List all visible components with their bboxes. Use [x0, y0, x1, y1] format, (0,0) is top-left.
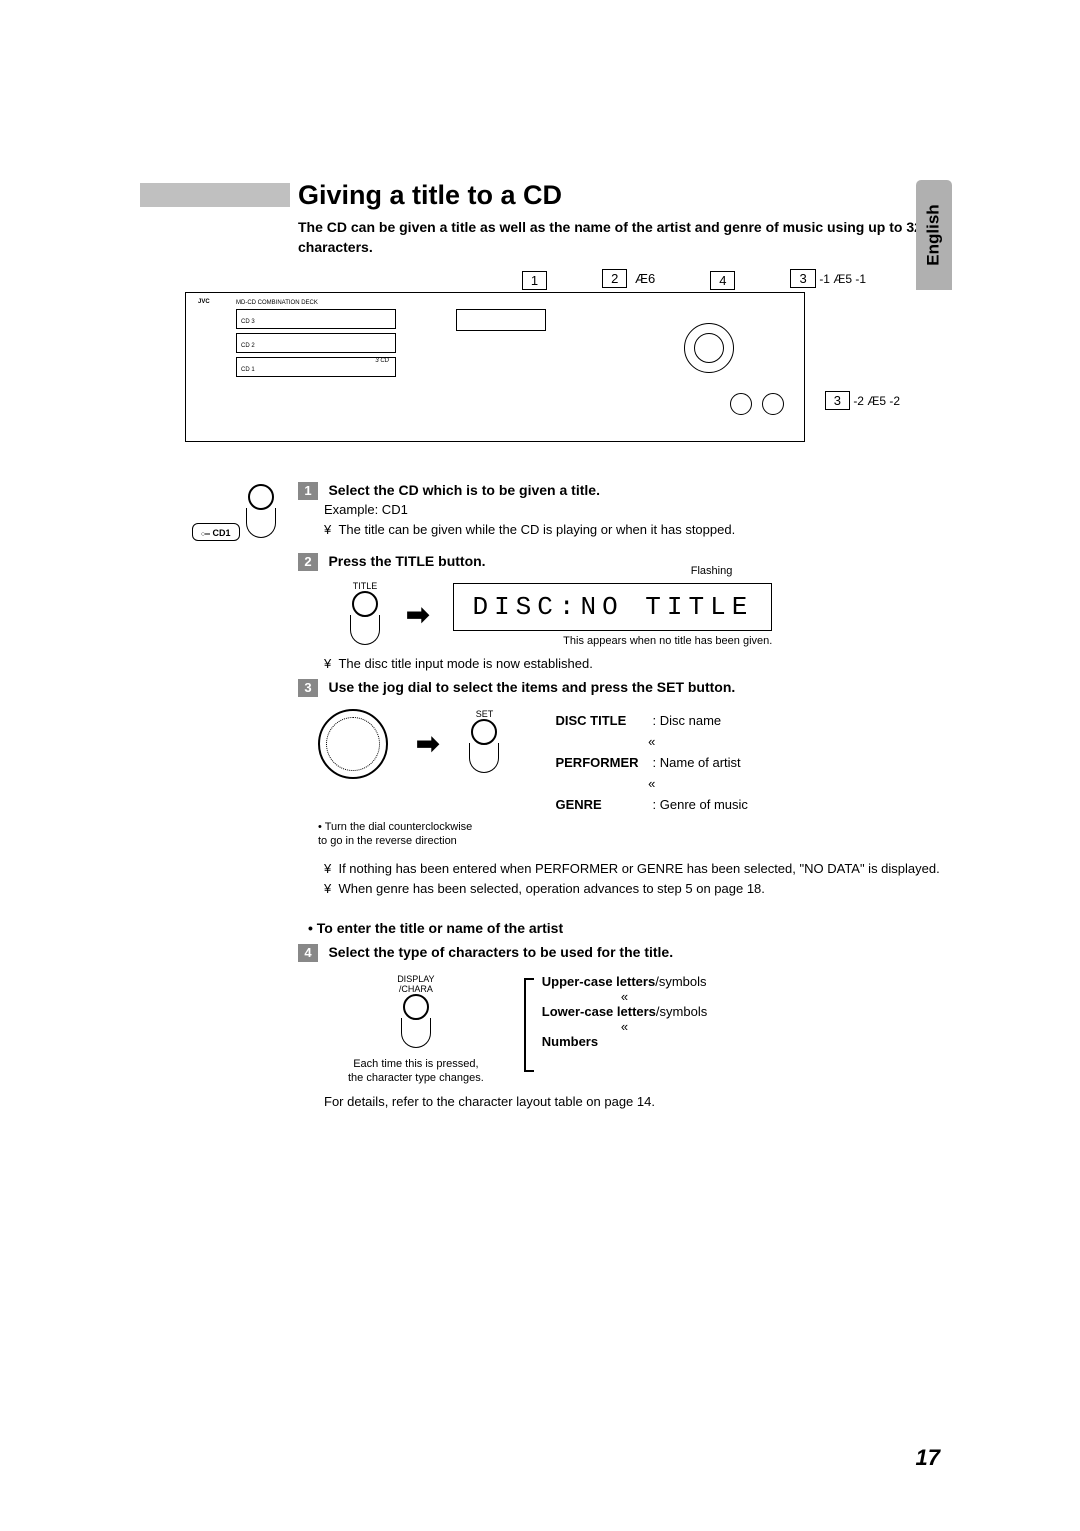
lower-sym: /symbols [656, 1004, 707, 1019]
performer-lbl: PERFORMER [549, 753, 644, 772]
char-type-list: Upper-case letters/symbols « Lower-case … [524, 974, 707, 1072]
intro-text: The CD can be given a title as well as t… [298, 218, 940, 257]
step-3: 3 Use the jog dial to select the items a… [140, 679, 940, 900]
disc-title-val: : Disc name [647, 711, 754, 730]
display-text: DISC:NO TITLE [472, 592, 753, 622]
callout-4: 4 [710, 271, 735, 290]
turn-note: • Turn the dial counterclockwise to go i… [318, 820, 940, 849]
step-2: 2 Press the TITLE button. TITLE ➡ Flashi… [140, 553, 940, 675]
press-note: Each time this is pressed, the character… [348, 1057, 484, 1086]
disc-title-lbl: DISC TITLE [549, 711, 644, 730]
callout-3b-sub: -2 Æ5 -2 [853, 394, 900, 408]
callout-1: 1 [522, 271, 547, 290]
upper-label: Upper-case letters [542, 974, 655, 989]
step2-num: 2 [298, 553, 318, 571]
char-arrow: « [542, 989, 707, 1004]
step1-num: 1 [298, 482, 318, 500]
sub-heading-row: • To enter the title or name of the arti… [140, 912, 940, 942]
item-arrow: « [549, 774, 753, 793]
callout-3a-sub: -1 Æ5 -1 [819, 272, 866, 286]
title-gray-block [140, 183, 290, 207]
flashing-label: Flashing [691, 565, 733, 577]
step1-note: ¥ The title can be given while the CD is… [324, 520, 940, 541]
cd1-button-diagram: ○═ CD1 [192, 482, 278, 541]
jog-dial-icon [684, 323, 734, 373]
display-chara-button: DISPLAY /CHARA Each time this is pressed… [348, 974, 484, 1086]
set-btn-label: SET [467, 709, 501, 719]
page-title: Giving a title to a CD [298, 180, 562, 211]
set-button-diagram: SET [467, 709, 501, 776]
char-arrow: « [542, 1019, 707, 1034]
bracket-icon [524, 978, 534, 1072]
callout-3b-group: 3 -2 Æ5 -2 [825, 393, 900, 408]
step3-note2: ¥ When genre has been selected, operatio… [324, 879, 940, 900]
step-1: ○═ CD1 1 Select the CD which is to be gi… [140, 482, 940, 541]
callout-2-sub: Æ6 [635, 271, 655, 286]
numbers-label: Numbers [542, 1034, 598, 1049]
step4-heading: Select the type of characters to be used… [328, 944, 673, 960]
step4-detail: For details, refer to the character layo… [324, 1094, 940, 1109]
arrow-icon: ➡ [416, 727, 439, 760]
performer-val: : Name of artist [647, 753, 754, 772]
cd1-btn-label: ○═ CD1 [192, 523, 240, 541]
lower-label: Lower-case letters [542, 1004, 656, 1019]
display-caption: This appears when no title has been give… [453, 635, 772, 647]
jog-dial-diagram [318, 709, 388, 784]
cd-slot-3: CD 3 [236, 309, 396, 329]
diagram-callouts: 1 2 Æ6 4 3 -1 Æ5 -1 [140, 271, 866, 290]
deck-model: MD-CD COMBINATION DECK [236, 300, 318, 306]
callout-3a: 3 [790, 269, 815, 288]
deck-brand: JVC [198, 299, 210, 305]
cd-slot-2: CD 2 [236, 333, 396, 353]
step2-heading: Press the TITLE button. [328, 553, 485, 569]
display-screen: DISC:NO TITLE [453, 583, 772, 631]
item-table: DISC TITLE: Disc name « PERFORMER: Name … [547, 709, 755, 816]
upper-sym: /symbols [655, 974, 706, 989]
step3-heading: Use the jog dial to select the items and… [328, 679, 735, 695]
title-bar: Giving a title to a CD [140, 180, 940, 210]
step2-note: ¥ The disc title input mode is now estab… [324, 654, 940, 675]
arrow-icon: ➡ [406, 598, 429, 631]
callout-2: 2 [602, 269, 627, 288]
item-arrow: « [549, 732, 753, 751]
step3-num: 3 [298, 679, 318, 697]
genre-lbl: GENRE [549, 795, 644, 814]
chara-btn-label: DISPLAY /CHARA [348, 974, 484, 994]
deck-display [456, 309, 546, 331]
page-number: 17 [916, 1445, 940, 1471]
title-btn-label: TITLE [348, 581, 382, 591]
genre-val: : Genre of music [647, 795, 754, 814]
callout-3b: 3 [825, 391, 850, 410]
language-label: English [924, 204, 944, 265]
deck-diagram: JVC MD-CD COMBINATION DECK CD 3 CD 2 CD … [185, 292, 805, 442]
language-tab: English [916, 180, 952, 290]
deck-knobs [730, 393, 784, 415]
cd-slot-1: CD 13 CD [236, 357, 396, 377]
step3-note1: ¥ If nothing has been entered when PERFO… [324, 859, 940, 880]
step-4: 4 Select the type of characters to be us… [140, 944, 940, 1109]
step1-example: Example: CD1 [324, 500, 940, 520]
sub-heading: • To enter the title or name of the arti… [308, 920, 940, 936]
callout-3a-group: 3 -1 Æ5 -1 [790, 271, 866, 290]
title-button-diagram: TITLE [348, 581, 382, 648]
step1-heading: Select the CD which is to be given a tit… [328, 482, 600, 498]
step4-num: 4 [298, 944, 318, 962]
callout-2-group: 2 Æ6 [602, 271, 655, 290]
